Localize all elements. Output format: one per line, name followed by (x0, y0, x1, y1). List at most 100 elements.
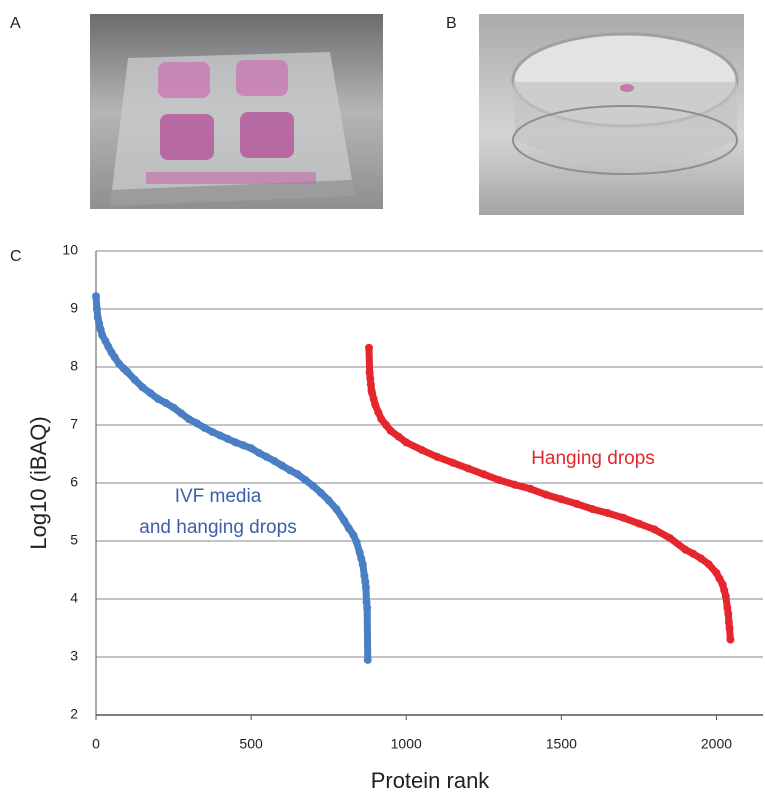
data-point (254, 448, 263, 457)
data-point (200, 423, 209, 432)
data-point (557, 495, 566, 504)
data-point (208, 427, 217, 436)
data-point (402, 438, 411, 447)
data-point (448, 458, 457, 467)
series-line (92, 292, 372, 664)
data-point (696, 554, 705, 563)
x-tick-label: 1000 (391, 736, 422, 752)
data-point (161, 398, 170, 407)
data-point (192, 419, 201, 428)
data-point (603, 509, 612, 518)
y-tick-label: 4 (70, 590, 78, 606)
data-point (634, 519, 643, 528)
data-point (704, 560, 713, 569)
data-point (495, 476, 504, 485)
y-tick-label: 2 (70, 706, 78, 722)
data-point (358, 560, 367, 569)
data-point (374, 408, 383, 417)
data-point (349, 531, 358, 540)
data-point (301, 476, 310, 485)
data-point (185, 415, 194, 424)
data-point (433, 452, 442, 461)
y-tick-label: 10 (62, 242, 78, 258)
data-point (366, 380, 375, 389)
data-point (293, 470, 302, 479)
data-point (479, 470, 488, 479)
data-point (123, 367, 132, 376)
photo-b (479, 14, 744, 215)
y-tick-label: 9 (70, 300, 78, 316)
y-tick-label: 8 (70, 358, 78, 374)
data-point (572, 499, 581, 508)
data-point (526, 484, 535, 493)
x-tick-label: 500 (239, 736, 263, 752)
x-tick-label: 0 (92, 736, 100, 752)
data-point (361, 583, 370, 592)
panel-label: B (446, 15, 457, 32)
data-point (92, 305, 101, 313)
annotation: IVF media (175, 486, 262, 507)
x-axis-label: Protein rank (371, 768, 491, 793)
data-point (239, 441, 248, 450)
data-point (619, 513, 628, 522)
panel-label: A (10, 15, 21, 32)
data-point (177, 409, 186, 418)
y-tick-label: 5 (70, 532, 78, 548)
data-point (417, 445, 426, 454)
data-point (510, 480, 519, 489)
data-point (665, 534, 674, 543)
data-point (223, 434, 232, 443)
data-point (285, 466, 294, 475)
x-tick-label: 1500 (546, 736, 577, 752)
y-axis-label: Log10 (iBAQ) (26, 416, 51, 549)
y-tick-label: 7 (70, 416, 78, 432)
data-point (681, 545, 690, 554)
data-point (247, 444, 256, 453)
data-point (361, 577, 370, 586)
data-point (344, 524, 353, 533)
y-tick-label: 3 (70, 648, 78, 664)
data-point (588, 505, 597, 514)
data-point (216, 431, 225, 440)
data-point (130, 375, 139, 384)
data-point (146, 389, 155, 398)
data-point (340, 516, 349, 525)
data-point (138, 383, 147, 392)
data-point (362, 597, 371, 606)
data-point (721, 592, 730, 601)
data-point (92, 292, 100, 301)
data-point (316, 488, 325, 497)
data-point (464, 464, 473, 473)
data-point (726, 635, 735, 644)
data-point (154, 394, 163, 403)
data-point (386, 426, 395, 435)
data-point (270, 456, 279, 465)
data-point (366, 374, 375, 383)
data-point (363, 655, 372, 664)
data-point (724, 609, 733, 618)
data-point (650, 525, 659, 534)
data-point (169, 403, 178, 412)
y-tick-label: 6 (70, 474, 78, 490)
data-point (352, 538, 361, 547)
annotation: Hanging drops (531, 448, 655, 469)
data-point (689, 549, 698, 558)
annotation: and hanging drops (139, 517, 296, 538)
data-point (394, 432, 403, 441)
data-point (371, 400, 380, 409)
data-point (365, 368, 374, 377)
photo-a (90, 14, 383, 209)
data-point (278, 461, 287, 470)
x-tick-label: 2000 (701, 736, 732, 752)
data-point (332, 505, 341, 514)
data-point (725, 624, 734, 632)
data-point (382, 421, 391, 429)
data-point (365, 343, 374, 352)
data-point (309, 481, 318, 490)
panel-label: C (10, 248, 22, 265)
data-point (324, 496, 333, 505)
data-point (541, 490, 550, 499)
data-point (262, 452, 271, 461)
